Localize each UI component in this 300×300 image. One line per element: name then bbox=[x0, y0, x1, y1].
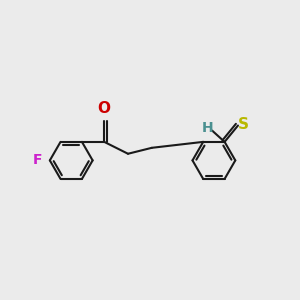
Text: O: O bbox=[98, 101, 111, 116]
Text: S: S bbox=[238, 116, 249, 131]
Text: H: H bbox=[202, 121, 214, 135]
Text: F: F bbox=[33, 153, 42, 167]
